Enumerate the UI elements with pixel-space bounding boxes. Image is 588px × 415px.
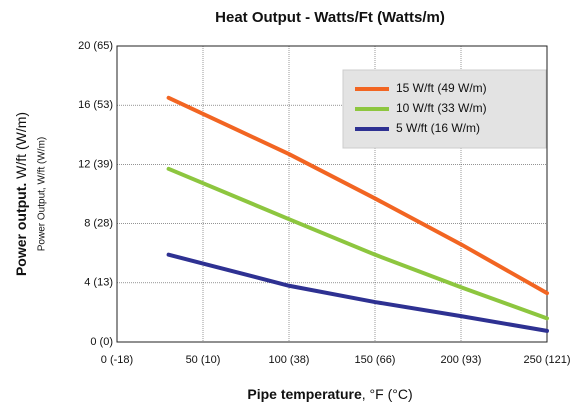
line-series (166, 166, 549, 321)
x-axis-label: Pipe temperature, °F (°C) (247, 386, 412, 402)
y-axis-label-bold: Power output. (13, 183, 29, 276)
y-tick-label: 0 (0) (90, 336, 113, 348)
y-tick-label: 20 (65) (78, 40, 113, 52)
legend-label: 10 W/ft (33 W/m) (396, 101, 487, 115)
chart-title: Heat Output - Watts/Ft (Watts/m) (215, 9, 445, 26)
x-tick-label: 250 (121) (523, 354, 570, 366)
legend: 15 W/ft (49 W/m) 10 W/ft (33 W/m) 5 W/ft (… (342, 69, 547, 149)
y-axis-label: Power output. W/ft (W/m) (13, 112, 29, 276)
legend-label: 15 W/ft (49 W/m) (396, 81, 487, 95)
x-axis-label-rest: , °F (°C) (362, 386, 413, 402)
y-tick-label: 12 (39) (78, 158, 113, 170)
x-tick-label: 100 (38) (269, 354, 310, 366)
x-tick-label: 200 (93) (441, 354, 482, 366)
y-tick-label: 4 (13) (84, 277, 113, 289)
legend-label: 5 W/ft (16 W/m) (396, 121, 480, 135)
y-tick-label: 8 (28) (84, 218, 113, 230)
x-tick-label: 0 (-18) (101, 354, 133, 366)
y-axis-label-rest: W/ft (W/m) (13, 112, 29, 179)
line-series (166, 95, 549, 296)
x-axis-label-bold: Pipe temperature (247, 386, 362, 402)
y-axis-label-2: Power Output, W/ft (W/m) (37, 137, 48, 251)
x-tick-label: 50 (10) (186, 354, 221, 366)
plot-frame (116, 45, 548, 343)
y-tick-label: 16 (53) (78, 99, 113, 111)
line-series (166, 252, 549, 333)
x-tick-label: 150 (66) (355, 354, 396, 366)
